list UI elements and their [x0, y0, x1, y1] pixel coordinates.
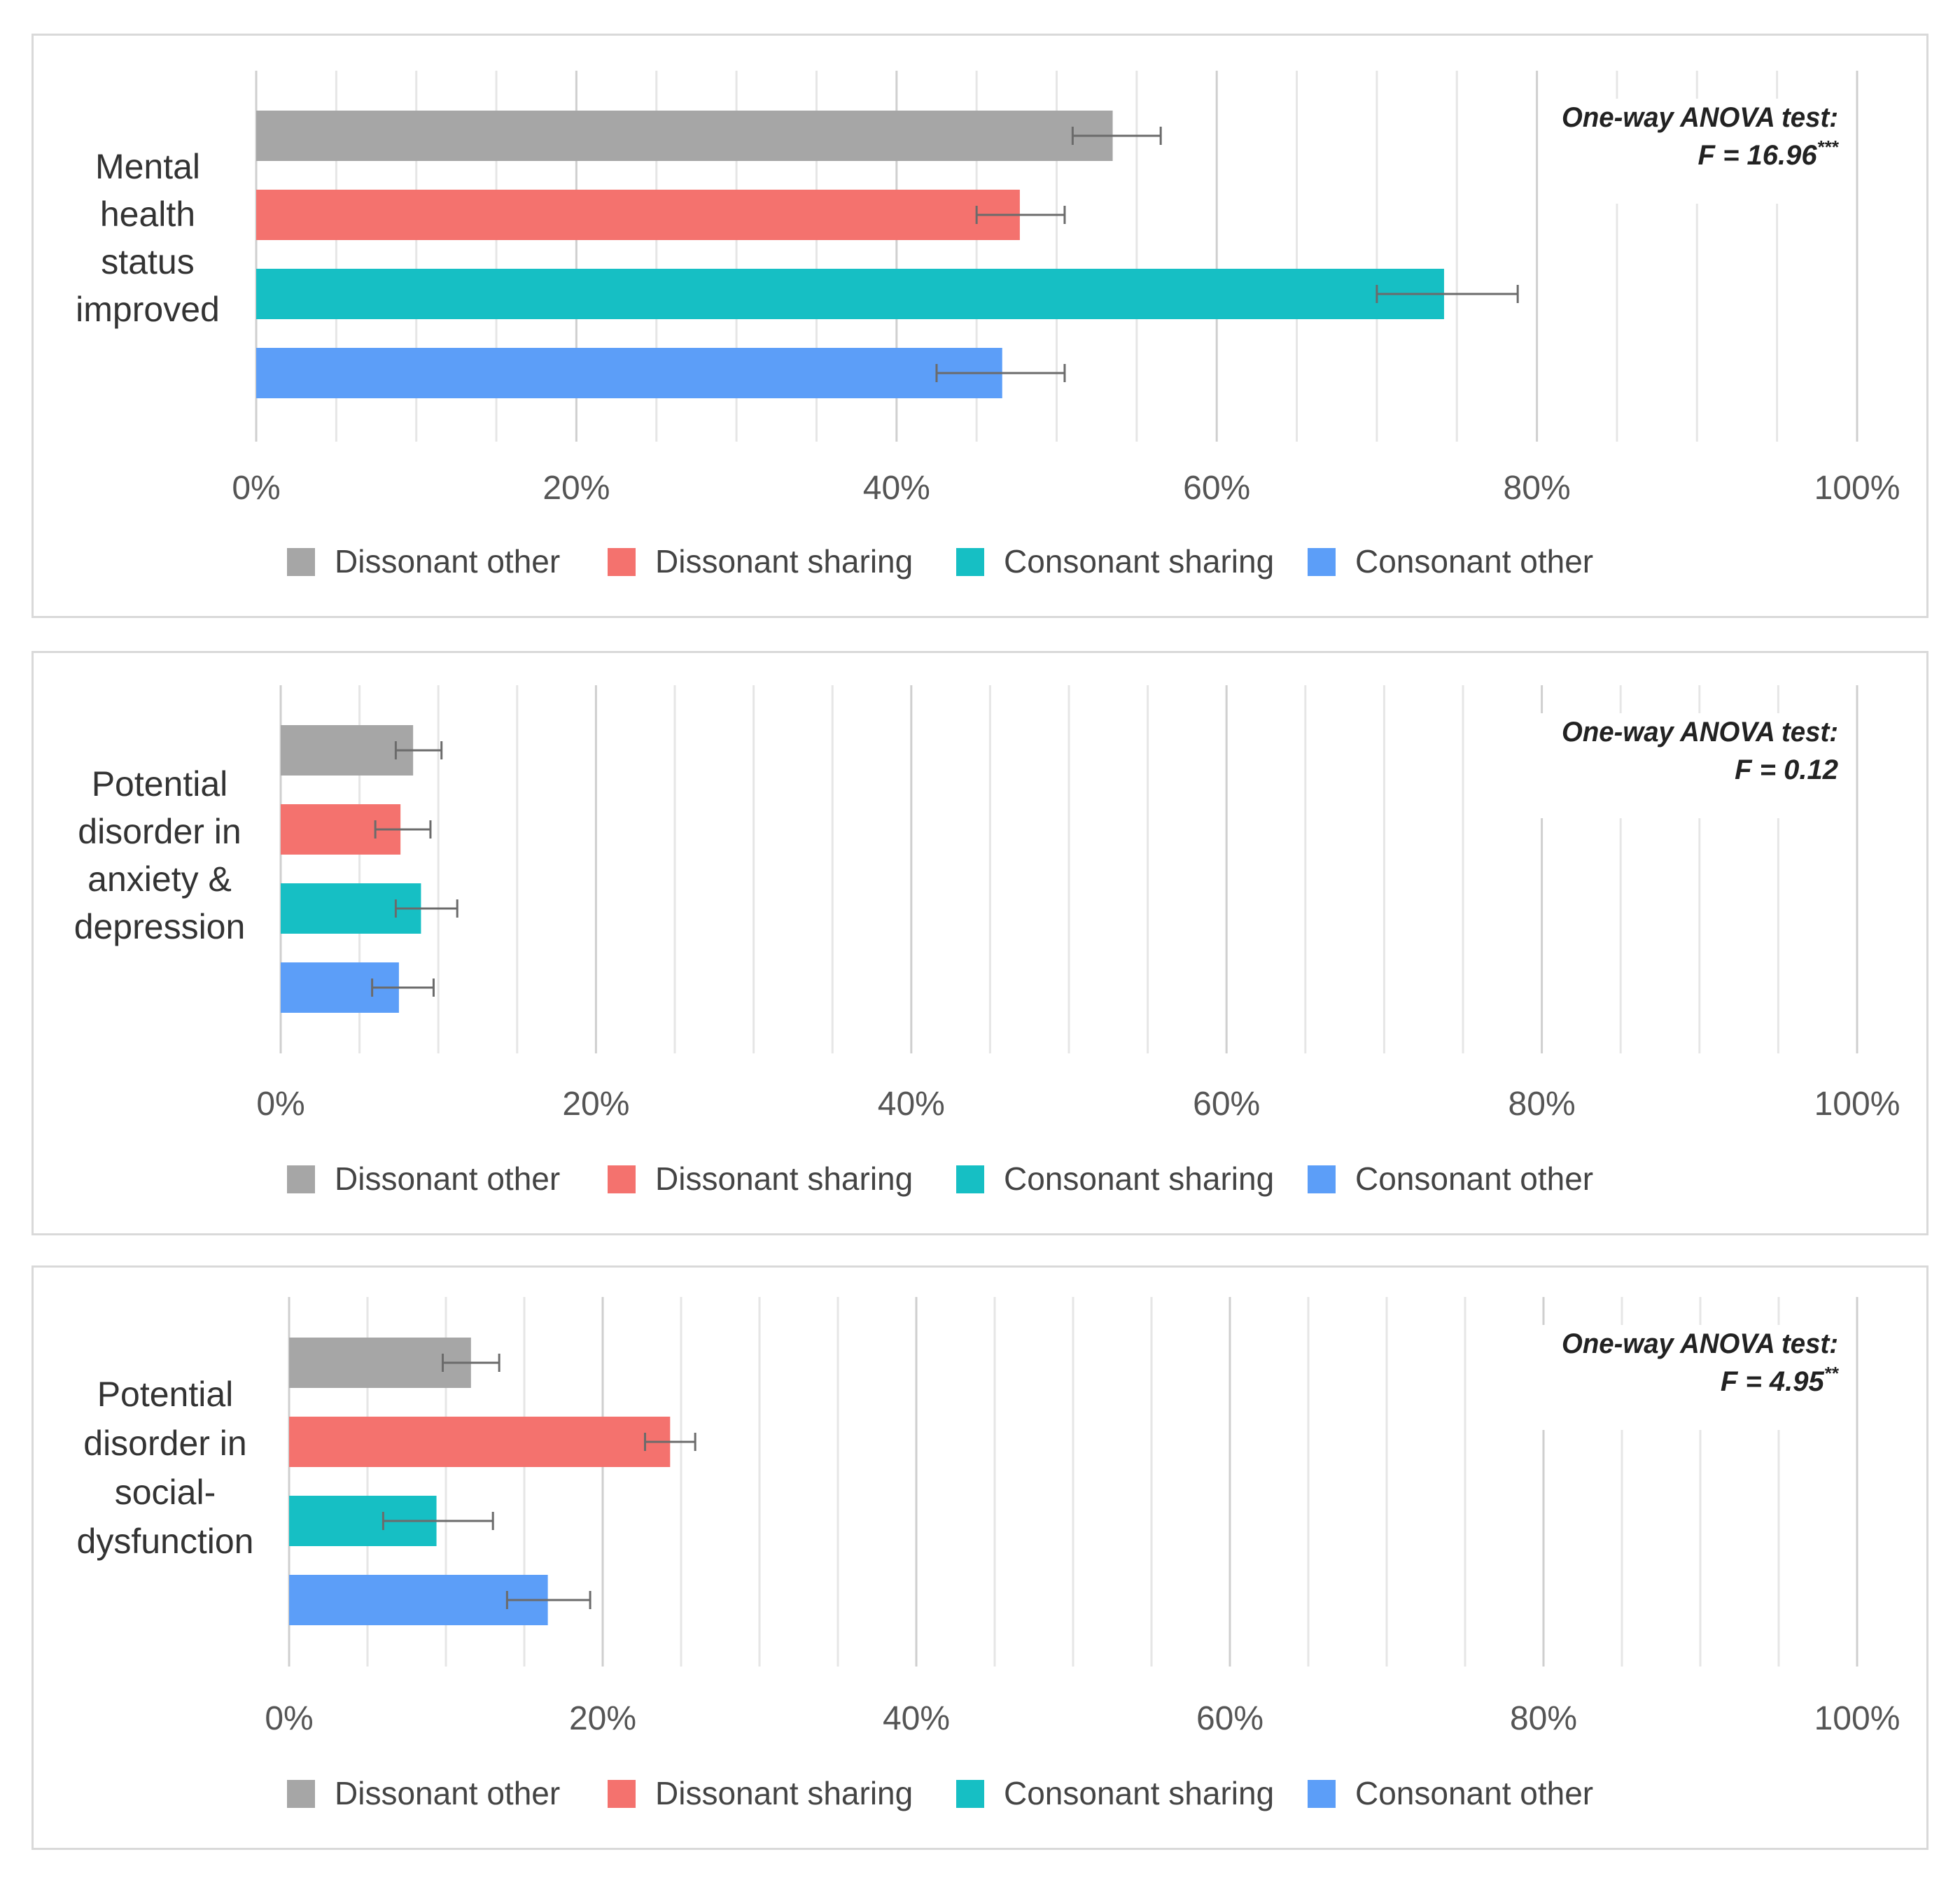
chart-panel-mental-health: One-way ANOVA test: F = 16.96*** Mental hea… [31, 34, 1928, 618]
legend-label: Consonant sharing [1004, 543, 1274, 580]
x-tick-label: 20% [562, 1086, 629, 1123]
anova-annotation-statistic: F = 16.96*** [1698, 136, 1840, 171]
x-tick-label: 100% [1814, 470, 1900, 507]
legend-swatch [287, 1780, 315, 1808]
category-label-line: dysfunction [77, 1522, 254, 1561]
chart-panel-anxiety-depression: One-way ANOVA test: F = 0.12 Potential diso… [31, 651, 1928, 1235]
legend-label: Dissonant sharing [655, 1775, 913, 1811]
legend-label: Dissonant other [335, 543, 560, 580]
legend-swatch [956, 1165, 984, 1193]
anova-f-value: F = 4.95 [1721, 1366, 1825, 1397]
legend-swatch [956, 1780, 984, 1808]
legend-label: Consonant other [1355, 1160, 1593, 1197]
anova-annotation-title: One-way ANOVA test: [1562, 1328, 1838, 1359]
x-tick-label: 80% [1504, 470, 1571, 507]
category-label-line: improved [76, 290, 220, 329]
x-tick-label: 20% [542, 470, 610, 507]
legend-swatch [956, 548, 984, 576]
chart-anxiety-depression: One-way ANOVA test: F = 0.12 Potential diso… [74, 685, 1900, 1197]
legend-swatch [608, 548, 636, 576]
anova-annotation-title: One-way ANOVA test: [1562, 717, 1838, 748]
legend-swatch [287, 548, 315, 576]
category-label-line: depression [74, 907, 246, 946]
significance-stars: ** [1824, 1363, 1840, 1384]
x-tick-label: 100% [1814, 1700, 1900, 1737]
anova-annotation-statistic: F = 4.95** [1721, 1363, 1840, 1397]
bar-consonant-other [256, 348, 1002, 398]
x-tick-label: 20% [569, 1700, 636, 1737]
x-tick-label: 60% [1193, 1086, 1260, 1123]
category-label-line: status [101, 242, 194, 281]
legend-swatch [608, 1165, 636, 1193]
category-label-line: health [100, 195, 195, 234]
legend-label: Consonant sharing [1004, 1160, 1274, 1197]
annotation-background [1539, 1325, 1854, 1430]
x-tick-label: 0% [232, 470, 280, 507]
legend-label: Dissonant sharing [655, 1160, 913, 1197]
bar-dissonant-other [281, 725, 414, 776]
bar-dissonant-other [289, 1338, 471, 1388]
legend-swatch [1308, 548, 1336, 576]
x-tick-label: 80% [1510, 1700, 1577, 1737]
legend-label: Dissonant sharing [655, 543, 913, 580]
bar-dissonant-sharing [289, 1417, 671, 1467]
significance-stars: *** [1817, 136, 1840, 157]
x-tick-label: 60% [1183, 470, 1250, 507]
bar-dissonant-other [256, 111, 1113, 161]
x-tick-label: 0% [256, 1086, 304, 1123]
category-label-line: social- [115, 1473, 216, 1512]
x-tick-label: 40% [878, 1086, 945, 1123]
legend-label: Dissonant other [335, 1160, 560, 1197]
legend-label: Dissonant other [335, 1775, 560, 1811]
annotation-background [1539, 99, 1854, 204]
legend-swatch [608, 1780, 636, 1808]
annotation-background [1539, 713, 1854, 818]
bar-consonant-sharing [256, 269, 1444, 319]
category-label-line: disorder in [83, 1424, 246, 1463]
category-label-line: Mental [95, 147, 200, 186]
anova-f-value: F = 16.96 [1698, 140, 1818, 171]
legend-label: Consonant other [1355, 1775, 1593, 1811]
chart-social-dysfunction: One-way ANOVA test: F = 4.95** Potential di… [77, 1297, 1900, 1811]
anova-annotation-statistic: F = 0.12 [1735, 755, 1838, 785]
anova-f-value: F = 0.12 [1735, 755, 1838, 785]
bar-dissonant-sharing [256, 190, 1020, 240]
x-tick-label: 40% [863, 470, 930, 507]
legend-swatch [1308, 1165, 1336, 1193]
category-label-line: anxiety & [88, 860, 232, 899]
legend-label: Consonant sharing [1004, 1775, 1274, 1811]
chart-mental-health: One-way ANOVA test:F = 16.96***Mentalhea… [76, 71, 1900, 580]
category-label-line: Potential [92, 764, 228, 804]
x-tick-label: 100% [1814, 1086, 1900, 1123]
x-tick-label: 40% [883, 1700, 950, 1737]
legend-swatch [1308, 1780, 1336, 1808]
x-tick-label: 80% [1508, 1086, 1576, 1123]
x-tick-label: 0% [265, 1700, 313, 1737]
legend-swatch [287, 1165, 315, 1193]
category-label-line: Potential [97, 1375, 234, 1414]
legend-label: Consonant other [1355, 543, 1593, 580]
bar-consonant-other [289, 1575, 548, 1625]
anova-annotation-title: One-way ANOVA test: [1562, 102, 1838, 133]
chart-panel-social-dysfunction: One-way ANOVA test: F = 4.95** Potential di… [31, 1265, 1928, 1850]
category-label-line: disorder in [78, 812, 241, 851]
x-tick-label: 60% [1196, 1700, 1264, 1737]
